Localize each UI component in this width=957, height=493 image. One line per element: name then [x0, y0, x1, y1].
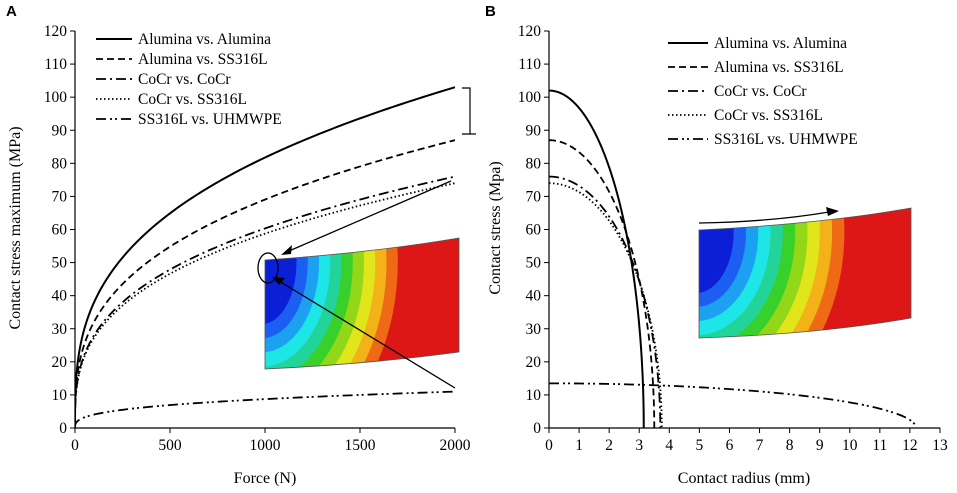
- x-tick-label: 8: [786, 437, 794, 454]
- y-tick-label: 20: [52, 354, 68, 371]
- series-line-cocr-vs-ss316l: [549, 182, 663, 429]
- x-tick-label: 0: [545, 437, 553, 454]
- y-tick-label: 30: [52, 321, 68, 338]
- y-tick-label: 50: [526, 255, 542, 272]
- x-tick-label: 0: [71, 437, 79, 454]
- panel-b-x-ticks: 0 1 2 3 4 5 6 7 8 9 10 11 12 13: [545, 428, 948, 454]
- panel-b-contour-inset: [698, 207, 912, 339]
- x-tick-label: 2000: [440, 437, 471, 454]
- contour-band: [265, 238, 297, 324]
- panel-b-letter: B: [485, 3, 496, 20]
- x-tick-label: 12: [902, 437, 918, 454]
- x-tick-label: 2: [605, 437, 613, 454]
- legend-label: Alumina vs. SS316L: [138, 51, 268, 68]
- y-tick-label: 50: [52, 255, 68, 272]
- y-tick-label: 10: [526, 387, 542, 404]
- panel-a-y-ticks: 0 10 20 30 40 50 60 70 80 90 100 110 120: [44, 23, 75, 437]
- y-tick-label: 40: [526, 288, 542, 305]
- x-tick-label: 11: [872, 437, 887, 454]
- panel-b-series: [549, 89, 917, 429]
- x-tick-label: 9: [816, 437, 824, 454]
- panel-a-y-label: Contact stress maximum (MPa): [7, 126, 24, 329]
- y-tick-label: 120: [44, 23, 68, 40]
- x-tick-label: 500: [158, 437, 182, 454]
- y-tick-label: 60: [526, 222, 542, 239]
- x-tick-label: 10: [842, 437, 858, 454]
- panel-a-x-label: Force (N): [234, 470, 297, 487]
- y-tick-label: 40: [52, 288, 68, 305]
- x-tick-label: 7: [756, 437, 764, 454]
- panel-b-y-label: Contact stress (Mpa): [487, 161, 504, 294]
- x-tick-label: 6: [726, 437, 734, 454]
- legend-label: CoCr vs. SS316L: [138, 91, 247, 108]
- y-tick-label: 10: [52, 387, 68, 404]
- y-tick-label: 110: [44, 56, 67, 73]
- x-tick-label: 4: [665, 437, 673, 454]
- panel-a-letter: A: [6, 3, 17, 20]
- legend-label: CoCr vs. CoCr: [138, 71, 231, 88]
- panel-b-y-ticks: 0 10 20 30 40 50 60 70 80 90 100 110 120: [518, 23, 549, 437]
- x-tick-label: 1: [575, 437, 583, 454]
- x-tick-label: 1500: [345, 437, 376, 454]
- panel-a-x-ticks: 0 500 1000 1500 2000: [71, 428, 471, 454]
- y-tick-label: 90: [526, 122, 542, 139]
- y-tick-label: 100: [518, 89, 542, 106]
- x-tick-label: 13: [932, 437, 948, 454]
- y-tick-label: 0: [533, 420, 541, 437]
- x-tick-label: 5: [696, 437, 704, 454]
- y-tick-label: 70: [52, 188, 68, 205]
- y-tick-label: 70: [526, 188, 542, 205]
- series-line-alumina-vs-alumina: [549, 89, 645, 428]
- panel-a-legend: Alumina vs. Alumina Alumina vs. SS316L CoC…: [96, 31, 282, 128]
- y-tick-label: 80: [52, 155, 68, 172]
- series-line-ss316l-vs-uhmwpe: [75, 390, 455, 429]
- y-tick-label: 90: [52, 122, 68, 139]
- panel-a: A 0 10 20 30 40 50 60 70 80 90 100 110 120 0 500 1000 1…: [6, 3, 476, 487]
- series-line-alumina-vs-alumina: [75, 86, 455, 429]
- legend-label: SS316L vs. UHMWPE: [138, 111, 282, 128]
- y-tick-label: 100: [44, 89, 68, 106]
- panel-a-series: [75, 86, 455, 429]
- panel-b-path-arrow: [698, 207, 839, 224]
- legend-label: CoCr vs. CoCr: [714, 83, 807, 100]
- y-tick-label: 120: [518, 23, 542, 40]
- legend-label: CoCr vs. SS316L: [714, 107, 823, 124]
- y-tick-label: 30: [526, 321, 542, 338]
- panel-a-zoom-annotation: [257, 87, 476, 389]
- x-tick-label: 3: [635, 437, 643, 454]
- series-line-alumina-vs-ss316l: [549, 139, 656, 428]
- series-line-ss316l-vs-uhmwpe: [549, 382, 917, 429]
- series-line-alumina-vs-ss316l: [75, 139, 455, 429]
- panel-a-contour-inset: [264, 237, 460, 370]
- legend-label: SS316L vs. UHMWPE: [714, 131, 858, 148]
- legend-label: Alumina vs. SS316L: [714, 59, 844, 76]
- x-tick-label: 1000: [250, 437, 281, 454]
- y-tick-label: 20: [526, 354, 542, 371]
- y-tick-label: 110: [518, 56, 541, 73]
- y-tick-label: 60: [52, 222, 68, 239]
- legend-label: Alumina vs. Alumina: [714, 35, 847, 52]
- panel-b-x-label: Contact radius (mm): [678, 470, 810, 487]
- contour-band: [699, 208, 734, 293]
- y-tick-label: 80: [526, 155, 542, 172]
- legend-label: Alumina vs. Alumina: [138, 31, 271, 48]
- panel-b-legend: Alumina vs. Alumina Alumina vs. SS316L CoC…: [668, 35, 858, 148]
- y-tick-label: 0: [59, 420, 67, 437]
